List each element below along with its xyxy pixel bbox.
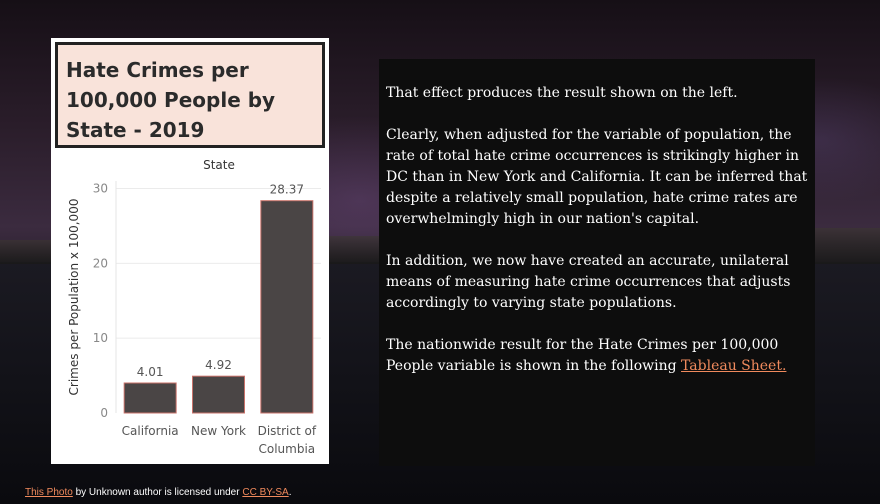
paragraph: Clearly, when adjusted for the variable … <box>386 127 808 227</box>
text-body: That effect produces the result shown on… <box>386 83 810 398</box>
background-skyline <box>0 240 52 264</box>
y-tick-label: 0 <box>100 406 108 420</box>
credit-end: . <box>288 487 292 498</box>
bar <box>192 375 245 414</box>
chart-card: Hate Crimes per 100,000 People by State … <box>51 38 329 464</box>
background-skyline <box>328 236 388 264</box>
x-category-label: California <box>122 424 179 438</box>
y-axis-label: Crimes per Population x 100,000 <box>67 199 81 396</box>
x-category-label: District of <box>258 424 317 438</box>
text-panel: That effect produces the result shown on… <box>379 59 815 466</box>
photo-link[interactable]: This Photo <box>25 487 73 498</box>
paragraph: The nationwide result for the Hate Crime… <box>386 335 810 377</box>
chart-header: State <box>203 158 235 172</box>
photo-credit: This Photo by Unknown author is licensed… <box>25 487 291 498</box>
background-skyline <box>814 228 880 264</box>
y-tick-label: 30 <box>93 181 108 195</box>
bar <box>260 200 314 414</box>
bar-chart: State 0 10 20 30 Crimes per Population x 100,… <box>67 158 321 456</box>
paragraph: In addition, we now have created an accu… <box>386 253 791 311</box>
bar-value-label: 4.92 <box>205 358 232 372</box>
tableau-sheet-link[interactable]: Tableau Sheet. <box>681 358 787 374</box>
y-tick-label: 10 <box>93 331 108 345</box>
bar-value-label: 4.01 <box>137 365 164 379</box>
x-category-label: New York <box>191 424 246 438</box>
chart-card-title: Hate Crimes per 100,000 People by State … <box>66 58 276 142</box>
license-link[interactable]: CC BY-SA <box>242 487 289 498</box>
x-category-label: Columbia <box>259 442 316 456</box>
bar <box>123 382 177 414</box>
credit-text: by Unknown author is licensed under <box>72 487 243 498</box>
paragraph: That effect produces the result shown on… <box>386 85 738 101</box>
paragraph-text: The nationwide result for the Hate Crime… <box>386 337 779 374</box>
title-box: Hate Crimes per 100,000 People by State … <box>55 42 325 148</box>
bar-value-label: 28.37 <box>270 183 304 197</box>
y-tick-label: 20 <box>93 256 108 270</box>
